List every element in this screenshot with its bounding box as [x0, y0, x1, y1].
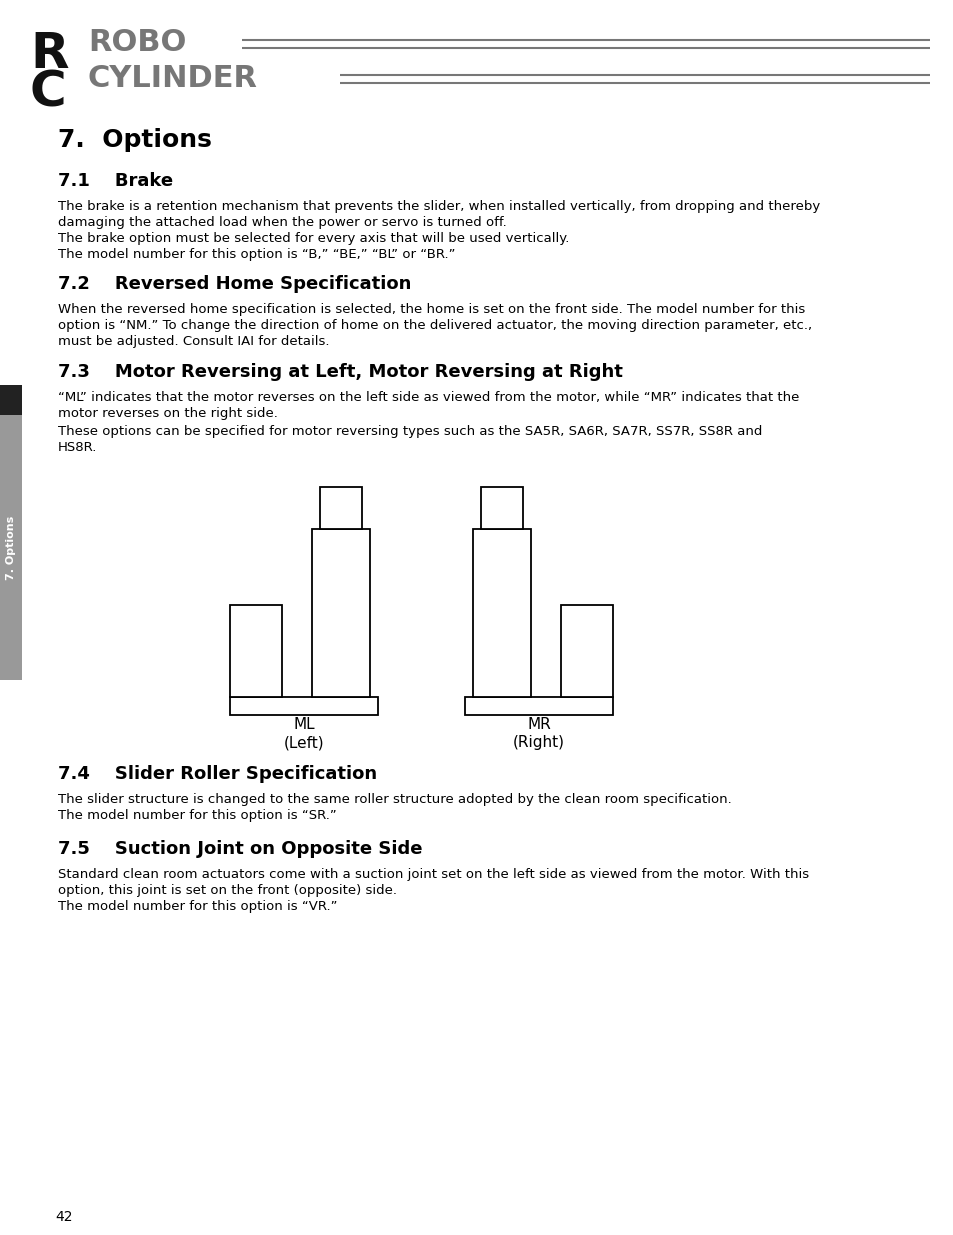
- Text: The brake option must be selected for every axis that will be used vertically.: The brake option must be selected for ev…: [58, 232, 569, 245]
- Text: The model number for this option is “VR.”: The model number for this option is “VR.…: [58, 900, 337, 913]
- Bar: [473, 529, 531, 697]
- Text: 42: 42: [55, 1210, 72, 1224]
- Text: option is “NM.” To change the direction of home on the delivered actuator, the m: option is “NM.” To change the direction …: [58, 319, 811, 332]
- Text: These options can be specified for motor reversing types such as the SA5R, SA6R,: These options can be specified for motor…: [58, 425, 761, 438]
- Text: (Right): (Right): [513, 735, 564, 750]
- Bar: [230, 697, 377, 715]
- Text: ML: ML: [293, 718, 314, 732]
- Text: 7.  Options: 7. Options: [58, 128, 212, 152]
- Text: ROBO: ROBO: [88, 28, 186, 57]
- Text: C: C: [30, 68, 67, 116]
- Text: 7.3    Motor Reversing at Left, Motor Reversing at Right: 7.3 Motor Reversing at Left, Motor Rever…: [58, 363, 622, 382]
- Text: CYLINDER: CYLINDER: [88, 64, 257, 93]
- Bar: [0, 385, 22, 415]
- Text: When the reversed home specification is selected, the home is set on the front s: When the reversed home specification is …: [58, 303, 804, 316]
- Bar: [560, 605, 613, 697]
- Bar: [230, 605, 282, 697]
- Bar: [480, 487, 522, 529]
- Text: The slider structure is changed to the same roller structure adopted by the clea: The slider structure is changed to the s…: [58, 793, 731, 806]
- Text: The brake is a retention mechanism that prevents the slider, when installed vert: The brake is a retention mechanism that …: [58, 200, 820, 212]
- Bar: [0, 415, 22, 680]
- Text: R: R: [30, 30, 69, 78]
- Bar: [319, 487, 361, 529]
- Text: 7.1    Brake: 7.1 Brake: [58, 172, 172, 190]
- Text: 7.5    Suction Joint on Opposite Side: 7.5 Suction Joint on Opposite Side: [58, 840, 422, 858]
- Text: HS8R.: HS8R.: [58, 441, 97, 454]
- Text: MR: MR: [527, 718, 550, 732]
- Bar: [312, 529, 370, 697]
- Text: motor reverses on the right side.: motor reverses on the right side.: [58, 408, 277, 420]
- Text: The model number for this option is “B,” “BE,” “BL” or “BR.”: The model number for this option is “B,”…: [58, 248, 455, 261]
- Text: must be adjusted. Consult IAI for details.: must be adjusted. Consult IAI for detail…: [58, 335, 329, 348]
- Bar: [464, 697, 613, 715]
- Text: 7.2    Reversed Home Specification: 7.2 Reversed Home Specification: [58, 275, 411, 293]
- Text: 7.4    Slider Roller Specification: 7.4 Slider Roller Specification: [58, 764, 376, 783]
- Text: (Left): (Left): [283, 735, 324, 750]
- Text: 7. Options: 7. Options: [6, 516, 16, 580]
- Text: “ML” indicates that the motor reverses on the left side as viewed from the motor: “ML” indicates that the motor reverses o…: [58, 391, 799, 404]
- Text: Standard clean room actuators come with a suction joint set on the left side as : Standard clean room actuators come with …: [58, 868, 808, 881]
- Text: damaging the attached load when the power or servo is turned off.: damaging the attached load when the powe…: [58, 216, 506, 228]
- Text: The model number for this option is “SR.”: The model number for this option is “SR.…: [58, 809, 336, 823]
- Text: option, this joint is set on the front (opposite) side.: option, this joint is set on the front (…: [58, 884, 396, 897]
